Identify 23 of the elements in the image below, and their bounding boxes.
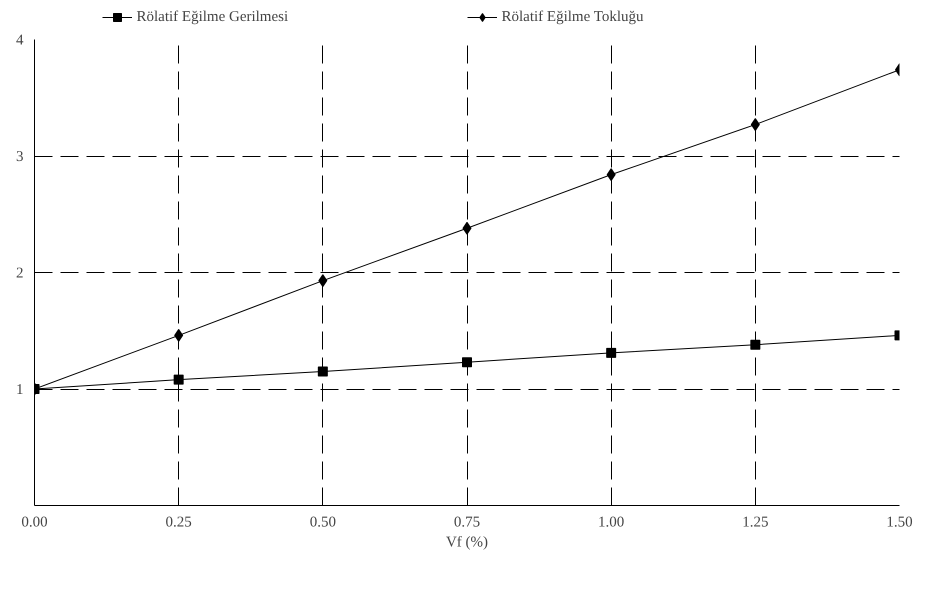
point xyxy=(318,366,328,377)
legend-label: Rölatif Eğilme Tokluğu xyxy=(502,8,644,26)
point xyxy=(606,348,616,358)
x-axis-title: Vf (%) xyxy=(446,534,488,550)
y-tick-label: 4 xyxy=(16,32,24,48)
legend-label: Rölatif Eğilme Gerilmesi xyxy=(136,8,290,26)
x-tick-label: 0.75 xyxy=(454,514,480,530)
x-tick-label: 0.00 xyxy=(21,514,48,530)
y-tick-label: 3 xyxy=(16,149,24,165)
x-tick-label: 1.00 xyxy=(598,514,624,530)
point xyxy=(174,328,184,342)
point xyxy=(318,274,328,288)
x-tick-label: 0.50 xyxy=(310,514,336,530)
point xyxy=(606,168,616,182)
point xyxy=(462,357,472,368)
y-tick-label: 2 xyxy=(16,266,24,282)
point xyxy=(750,340,760,350)
point xyxy=(750,118,760,132)
y-tick-label: 1 xyxy=(16,382,24,398)
point xyxy=(174,374,184,385)
x-tick-label: 0.25 xyxy=(166,514,192,530)
x-tick-label: 1.50 xyxy=(886,514,913,530)
x-tick-label: 1.25 xyxy=(742,514,768,530)
